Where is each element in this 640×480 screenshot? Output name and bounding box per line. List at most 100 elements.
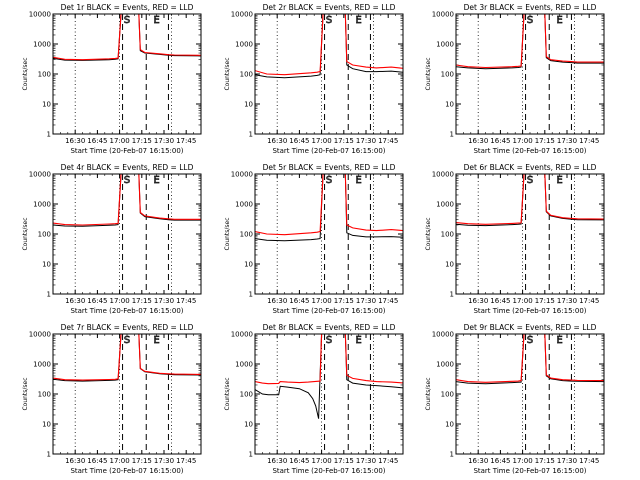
x-tick-label: 16:30 xyxy=(65,297,85,305)
y-tick-label: 10 xyxy=(445,101,454,109)
x-axis-label: Start Time (20-Feb-07 16:15:00) xyxy=(272,307,385,315)
plot-frame xyxy=(455,173,605,295)
x-tick-label: 16:30 xyxy=(65,457,85,465)
series-line-lld xyxy=(456,334,604,383)
x-tick-label: 16:30 xyxy=(267,457,287,465)
plot-frame xyxy=(52,13,202,135)
y-axis-label: Counts/sec xyxy=(224,377,231,410)
panel-detector-3: Det 3r BLACK = Events, RED = LLD Counts/s… xyxy=(425,3,605,155)
series-line-lld xyxy=(255,334,403,385)
marker-letter-s: S xyxy=(124,15,130,26)
y-tick-label: 1 xyxy=(47,131,51,139)
series-line-events xyxy=(456,334,604,385)
x-tick-label: 16:45 xyxy=(490,137,510,145)
marker-letter-e: E xyxy=(355,15,361,26)
series-line-events xyxy=(53,14,201,61)
x-tick-label: 16:30 xyxy=(468,297,488,305)
series-group xyxy=(53,174,201,227)
x-tick-label: 17:00 xyxy=(312,297,332,305)
x-tick-label: 17:00 xyxy=(513,457,533,465)
marker-letter-e: E xyxy=(556,15,562,26)
series-group xyxy=(456,334,604,385)
x-tick-label: 17:15 xyxy=(334,137,354,145)
y-tick-label: 10000 xyxy=(231,171,253,179)
panel-title: Det 8r BLACK = Events, RED = LLD xyxy=(263,323,396,332)
x-tick-label: 16:45 xyxy=(87,137,107,145)
panel-detector-8: Det 8r BLACK = Events, RED = LLD Counts/s… xyxy=(224,323,404,475)
y-tick-label: 10 xyxy=(445,261,454,269)
panel-title: Det 7r BLACK = Events, RED = LLD xyxy=(61,323,194,332)
y-tick-label: 10 xyxy=(244,261,253,269)
x-tick-label: 16:45 xyxy=(289,297,309,305)
x-tick-label: 16:30 xyxy=(65,137,85,145)
x-axis-label: Start Time (20-Feb-07 16:15:00) xyxy=(272,147,385,155)
x-tick-label: 16:30 xyxy=(267,297,287,305)
x-tick-label: 17:00 xyxy=(110,297,130,305)
x-tick-label: 17:15 xyxy=(334,457,354,465)
plot-frame xyxy=(455,333,605,455)
x-tick-label: 16:45 xyxy=(289,137,309,145)
y-axis-label: Counts/sec xyxy=(224,57,231,90)
x-tick-label: 17:45 xyxy=(579,137,599,145)
x-tick-label: 17:45 xyxy=(378,297,398,305)
y-tick-label: 1000 xyxy=(436,201,454,209)
y-tick-label: 1 xyxy=(47,451,51,459)
y-tick-label: 100 xyxy=(38,231,51,239)
panel-title: Det 3r BLACK = Events, RED = LLD xyxy=(464,3,597,12)
y-tick-label: 10 xyxy=(445,421,454,429)
series-line-lld xyxy=(255,174,403,236)
y-tick-label: 10000 xyxy=(29,331,51,339)
series-line-lld xyxy=(456,174,604,225)
y-tick-label: 10000 xyxy=(432,331,454,339)
marker-letter-s: S xyxy=(326,335,332,346)
x-tick-label: 17:00 xyxy=(513,297,533,305)
x-axis-label: Start Time (20-Feb-07 16:15:00) xyxy=(473,147,586,155)
panel-detector-2: Det 2r BLACK = Events, RED = LLD Counts/s… xyxy=(224,3,404,155)
series-group xyxy=(53,334,201,382)
x-tick-label: 17:15 xyxy=(535,297,555,305)
y-tick-label: 100 xyxy=(240,231,253,239)
x-tick-label: 17:30 xyxy=(356,137,376,145)
y-tick-label: 1 xyxy=(450,131,454,139)
marker-letter-s: S xyxy=(527,335,533,346)
x-tick-label: 17:30 xyxy=(356,297,376,305)
y-tick-label: 10000 xyxy=(231,11,253,19)
plot-frame xyxy=(455,13,605,135)
x-tick-label: 17:30 xyxy=(557,297,577,305)
x-axis-label: Start Time (20-Feb-07 16:15:00) xyxy=(473,307,586,315)
x-tick-label: 16:45 xyxy=(289,457,309,465)
y-tick-label: 1 xyxy=(249,291,253,299)
x-tick-label: 17:45 xyxy=(378,137,398,145)
panel-title: Det 5r BLACK = Events, RED = LLD xyxy=(263,163,396,172)
y-tick-label: 1 xyxy=(450,451,454,459)
plot-frame xyxy=(254,173,404,295)
y-tick-label: 1 xyxy=(47,291,51,299)
panel-title: Det 9r BLACK = Events, RED = LLD xyxy=(464,323,597,332)
y-tick-label: 1000 xyxy=(33,201,51,209)
x-axis-label: Start Time (20-Feb-07 16:15:00) xyxy=(70,467,183,475)
marker-letter-e: E xyxy=(153,175,159,186)
y-tick-label: 1000 xyxy=(235,201,253,209)
series-line-events xyxy=(255,334,403,419)
y-tick-label: 1000 xyxy=(33,41,51,49)
x-tick-label: 17:30 xyxy=(154,457,174,465)
x-tick-label: 17:15 xyxy=(535,457,555,465)
series-group xyxy=(456,14,604,70)
x-tick-label: 17:15 xyxy=(132,457,152,465)
y-tick-label: 10000 xyxy=(29,171,51,179)
y-axis-label: Counts/sec xyxy=(425,57,432,90)
series-group xyxy=(53,14,201,61)
y-tick-label: 10000 xyxy=(29,11,51,19)
x-axis-label: Start Time (20-Feb-07 16:15:00) xyxy=(473,467,586,475)
x-tick-label: 17:00 xyxy=(312,457,332,465)
x-tick-label: 17:45 xyxy=(176,457,196,465)
y-tick-label: 10 xyxy=(244,101,253,109)
plot-frame xyxy=(52,333,202,455)
panel-detector-4: Det 4r BLACK = Events, RED = LLD Counts/s… xyxy=(22,163,202,315)
x-tick-label: 17:30 xyxy=(154,297,174,305)
x-tick-label: 17:15 xyxy=(132,137,152,145)
plot-frame xyxy=(254,333,404,455)
y-tick-label: 10 xyxy=(42,261,51,269)
marker-letter-e: E xyxy=(355,335,361,346)
